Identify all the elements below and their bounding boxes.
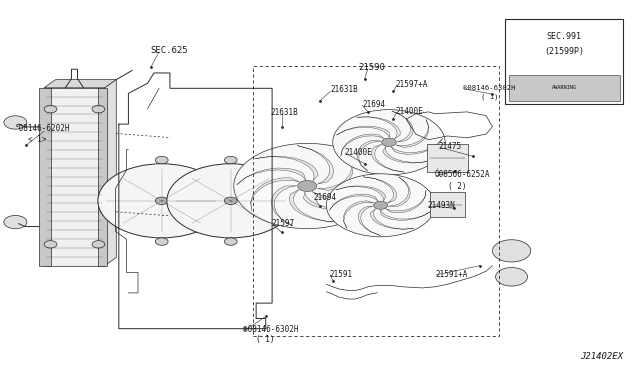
Polygon shape xyxy=(358,206,380,235)
Polygon shape xyxy=(312,173,374,199)
Circle shape xyxy=(92,241,105,248)
Polygon shape xyxy=(381,210,432,220)
Text: ( 2): ( 2) xyxy=(448,182,466,190)
Text: ®08146-6302H: ®08146-6302H xyxy=(243,325,299,334)
Polygon shape xyxy=(383,147,434,163)
Circle shape xyxy=(225,156,237,164)
Text: 21591: 21591 xyxy=(329,270,352,279)
Text: 21694: 21694 xyxy=(362,100,385,109)
Text: AWARNING: AWARNING xyxy=(552,85,577,90)
Text: J21402EX: J21402EX xyxy=(580,352,623,361)
Circle shape xyxy=(374,201,388,209)
Polygon shape xyxy=(317,151,353,190)
Circle shape xyxy=(225,238,237,245)
Polygon shape xyxy=(372,144,404,172)
Text: ( 1): ( 1) xyxy=(481,94,499,100)
Polygon shape xyxy=(44,88,105,266)
Polygon shape xyxy=(330,194,378,210)
Circle shape xyxy=(156,156,168,164)
Text: 21631B: 21631B xyxy=(270,108,298,117)
Polygon shape xyxy=(363,177,396,203)
Bar xyxy=(509,75,620,101)
Polygon shape xyxy=(297,145,333,184)
Polygon shape xyxy=(344,201,374,228)
Text: (21599P): (21599P) xyxy=(544,47,584,56)
Text: 21597+A: 21597+A xyxy=(396,80,428,89)
Polygon shape xyxy=(396,119,429,147)
Text: 21493N: 21493N xyxy=(428,201,455,210)
Polygon shape xyxy=(340,134,384,156)
Polygon shape xyxy=(289,190,340,222)
Circle shape xyxy=(44,241,57,248)
Circle shape xyxy=(92,105,105,113)
Polygon shape xyxy=(237,168,306,185)
Text: 21591+A: 21591+A xyxy=(435,270,467,279)
Text: ( 1): ( 1) xyxy=(256,335,275,344)
Circle shape xyxy=(167,164,294,238)
Text: < 1>: < 1> xyxy=(28,135,46,144)
Text: 21475: 21475 xyxy=(439,142,462,151)
Circle shape xyxy=(156,197,168,205)
Polygon shape xyxy=(336,186,386,201)
Polygon shape xyxy=(357,140,381,171)
Text: 21400E: 21400E xyxy=(396,108,423,116)
Polygon shape xyxy=(99,88,108,266)
Polygon shape xyxy=(255,156,318,181)
Text: SEC.625: SEC.625 xyxy=(151,46,188,55)
Polygon shape xyxy=(271,186,297,226)
Circle shape xyxy=(4,116,27,129)
Bar xyxy=(505,19,623,105)
Polygon shape xyxy=(385,190,426,213)
Text: 21631B: 21631B xyxy=(330,85,358,94)
Circle shape xyxy=(298,180,317,192)
Circle shape xyxy=(333,110,445,175)
Polygon shape xyxy=(44,80,116,88)
Circle shape xyxy=(4,215,27,229)
Text: Ó08566-6252A: Ó08566-6252A xyxy=(435,170,490,179)
Polygon shape xyxy=(39,88,51,266)
Text: 21400E: 21400E xyxy=(344,148,372,157)
Circle shape xyxy=(381,138,396,147)
Polygon shape xyxy=(391,139,442,154)
Polygon shape xyxy=(356,117,400,139)
Circle shape xyxy=(492,240,531,262)
Circle shape xyxy=(225,197,237,205)
Text: 21694: 21694 xyxy=(314,193,337,202)
Circle shape xyxy=(234,143,381,229)
Circle shape xyxy=(44,105,57,113)
Circle shape xyxy=(98,164,226,238)
Text: SEC.991: SEC.991 xyxy=(547,32,582,41)
Text: ®08146-6302H: ®08146-6302H xyxy=(463,85,516,91)
Text: 21597: 21597 xyxy=(271,219,294,228)
Text: 21590: 21590 xyxy=(358,63,385,72)
Circle shape xyxy=(156,238,168,245)
Text: °08146-6202H: °08146-6202H xyxy=(15,124,70,133)
Polygon shape xyxy=(251,178,300,211)
Polygon shape xyxy=(105,80,116,266)
Polygon shape xyxy=(303,192,372,210)
Polygon shape xyxy=(427,144,468,172)
Polygon shape xyxy=(392,111,413,142)
Circle shape xyxy=(326,174,435,237)
Polygon shape xyxy=(430,192,465,217)
Polygon shape xyxy=(337,126,390,138)
Circle shape xyxy=(495,267,527,286)
Polygon shape xyxy=(388,177,410,207)
Polygon shape xyxy=(371,209,414,229)
